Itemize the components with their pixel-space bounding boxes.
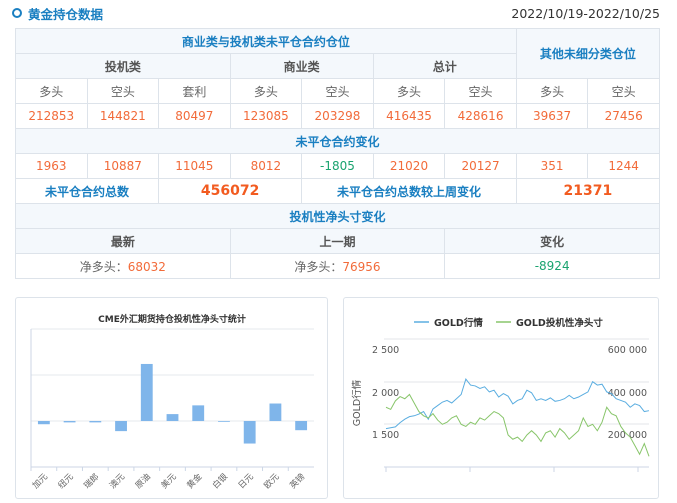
legend-label: GOLD行情 xyxy=(434,317,483,329)
right-tick-label: 600 000 xyxy=(608,345,647,356)
date-range: 2022/10/19-2022/10/25 xyxy=(511,5,660,21)
bar-黄金 xyxy=(192,405,205,421)
position-value: 144821 xyxy=(86,103,160,129)
net-title: 投机性净头寸变化 xyxy=(15,203,660,229)
group-speculative: 投机类 xyxy=(15,53,231,79)
column-header: 空头 xyxy=(587,78,660,104)
position-value: 203298 xyxy=(301,103,374,129)
bar-日元 xyxy=(243,421,256,444)
bar-chart-panel: CME外汇期货持仓投机性净头寸统计加元 纽元 瑞郎 澳元 原油 美元 黄金 白银 日元 欧元 英镑 xyxy=(15,297,328,499)
column-header: 多头 xyxy=(372,78,446,104)
change-title: 未平仓合约变化 xyxy=(15,128,660,154)
column-header: 多头 xyxy=(229,78,303,104)
change-value: 8012 xyxy=(229,153,303,179)
bar-瑞郎 xyxy=(89,421,102,423)
change-value: 1963 xyxy=(15,153,88,179)
total-value: 456072 xyxy=(158,178,303,204)
column-header: 空头 xyxy=(301,78,374,104)
y-axis-label: GOLD行情 xyxy=(351,379,363,426)
net-header-change: 变化 xyxy=(444,228,660,254)
line-chart-panel: 1 500 2 000 2 500 200 000 400 000 600 000 GOLD… xyxy=(343,297,659,499)
x-tick-label: 黄金 xyxy=(185,471,205,491)
bar-原油 xyxy=(140,363,153,421)
x-tick-label: 瑞郎 xyxy=(82,471,102,491)
other-title: 其他未细分类仓位 xyxy=(515,28,661,79)
total-change-value: 21371 xyxy=(515,178,661,204)
title-text: 黄金持仓数据 xyxy=(28,6,104,22)
position-value: 416435 xyxy=(372,103,446,129)
x-tick-label: 澳元 xyxy=(107,471,127,491)
total-label: 未平仓合约总数 xyxy=(14,178,160,204)
x-tick-label: 原油 xyxy=(133,471,153,491)
left-tick-label: 2 500 xyxy=(372,345,399,356)
column-header: 多头 xyxy=(515,78,589,104)
position-value: 39637 xyxy=(515,103,589,129)
group-total: 总计 xyxy=(372,53,517,79)
change-value: 351 xyxy=(515,153,589,179)
series-line-1 xyxy=(385,393,650,457)
position-value: 80497 xyxy=(158,103,231,129)
bar-白银 xyxy=(218,421,230,422)
change-value: -1805 xyxy=(301,153,374,179)
main-title: 商业类与投机类未平仓合约仓位 xyxy=(15,28,517,54)
net-header-previous: 上一期 xyxy=(229,228,446,254)
series-line-0 xyxy=(385,378,650,430)
net-header-latest: 最新 xyxy=(15,228,231,254)
net-previous: 净多头：76956 xyxy=(229,253,446,279)
position-value: 123085 xyxy=(229,103,303,129)
total-change-label: 未平仓合约总数较上周变化 xyxy=(301,178,517,204)
bar-澳元 xyxy=(115,421,127,432)
x-tick-label: 美元 xyxy=(159,471,179,491)
net-change: -8924 xyxy=(444,253,660,279)
x-tick-label: 英镑 xyxy=(287,471,307,491)
bar-英镑 xyxy=(295,421,308,431)
bar-纽元 xyxy=(63,421,76,423)
bar-加元 xyxy=(37,421,50,425)
right-tick-label: 400 000 xyxy=(608,388,647,399)
column-header: 空头 xyxy=(444,78,517,104)
x-tick-label: 白银 xyxy=(210,471,230,491)
positions-table: 商业类与投机类未平仓合约仓位 其他未细分类仓位 投机类 商业类 总计 多头 空头 套利 多头… xyxy=(14,28,661,279)
section-title: 黄金持仓数据 xyxy=(12,4,103,23)
legend-label: GOLD投机性净头寸 xyxy=(516,317,603,329)
header: 黄金持仓数据 2022/10/19-2022/10/25 xyxy=(12,4,660,22)
change-value: 21020 xyxy=(372,153,446,179)
position-value: 27456 xyxy=(587,103,660,129)
bar-美元 xyxy=(166,414,179,421)
net-latest: 净多头：68032 xyxy=(15,253,231,279)
position-value: 212853 xyxy=(15,103,88,129)
position-value: 428616 xyxy=(444,103,517,129)
x-tick-label: 加元 xyxy=(30,471,50,491)
column-header: 多头 xyxy=(15,78,88,104)
left-tick-label: 2 000 xyxy=(372,388,399,399)
x-tick-label: 日元 xyxy=(237,472,256,491)
right-tick-label: 200 000 xyxy=(608,430,647,441)
column-header: 套利 xyxy=(158,78,231,104)
chart-title: CME外汇期货持仓投机性净头寸统计 xyxy=(98,313,246,325)
change-value: 1244 xyxy=(587,153,660,179)
circle-icon xyxy=(12,8,22,18)
column-header: 空头 xyxy=(86,78,160,104)
group-commercial: 商业类 xyxy=(229,53,374,79)
change-value: 20127 xyxy=(444,153,517,179)
x-tick-label: 纽元 xyxy=(56,471,76,491)
line-chart: 1 500 2 000 2 500 200 000 400 000 600 000 GOLD… xyxy=(351,317,650,472)
x-tick-label: 欧元 xyxy=(262,471,282,491)
change-value: 11045 xyxy=(158,153,231,179)
change-value: 10887 xyxy=(86,153,160,179)
bar-欧元 xyxy=(269,403,282,421)
left-tick-label: 1 500 xyxy=(372,430,399,441)
